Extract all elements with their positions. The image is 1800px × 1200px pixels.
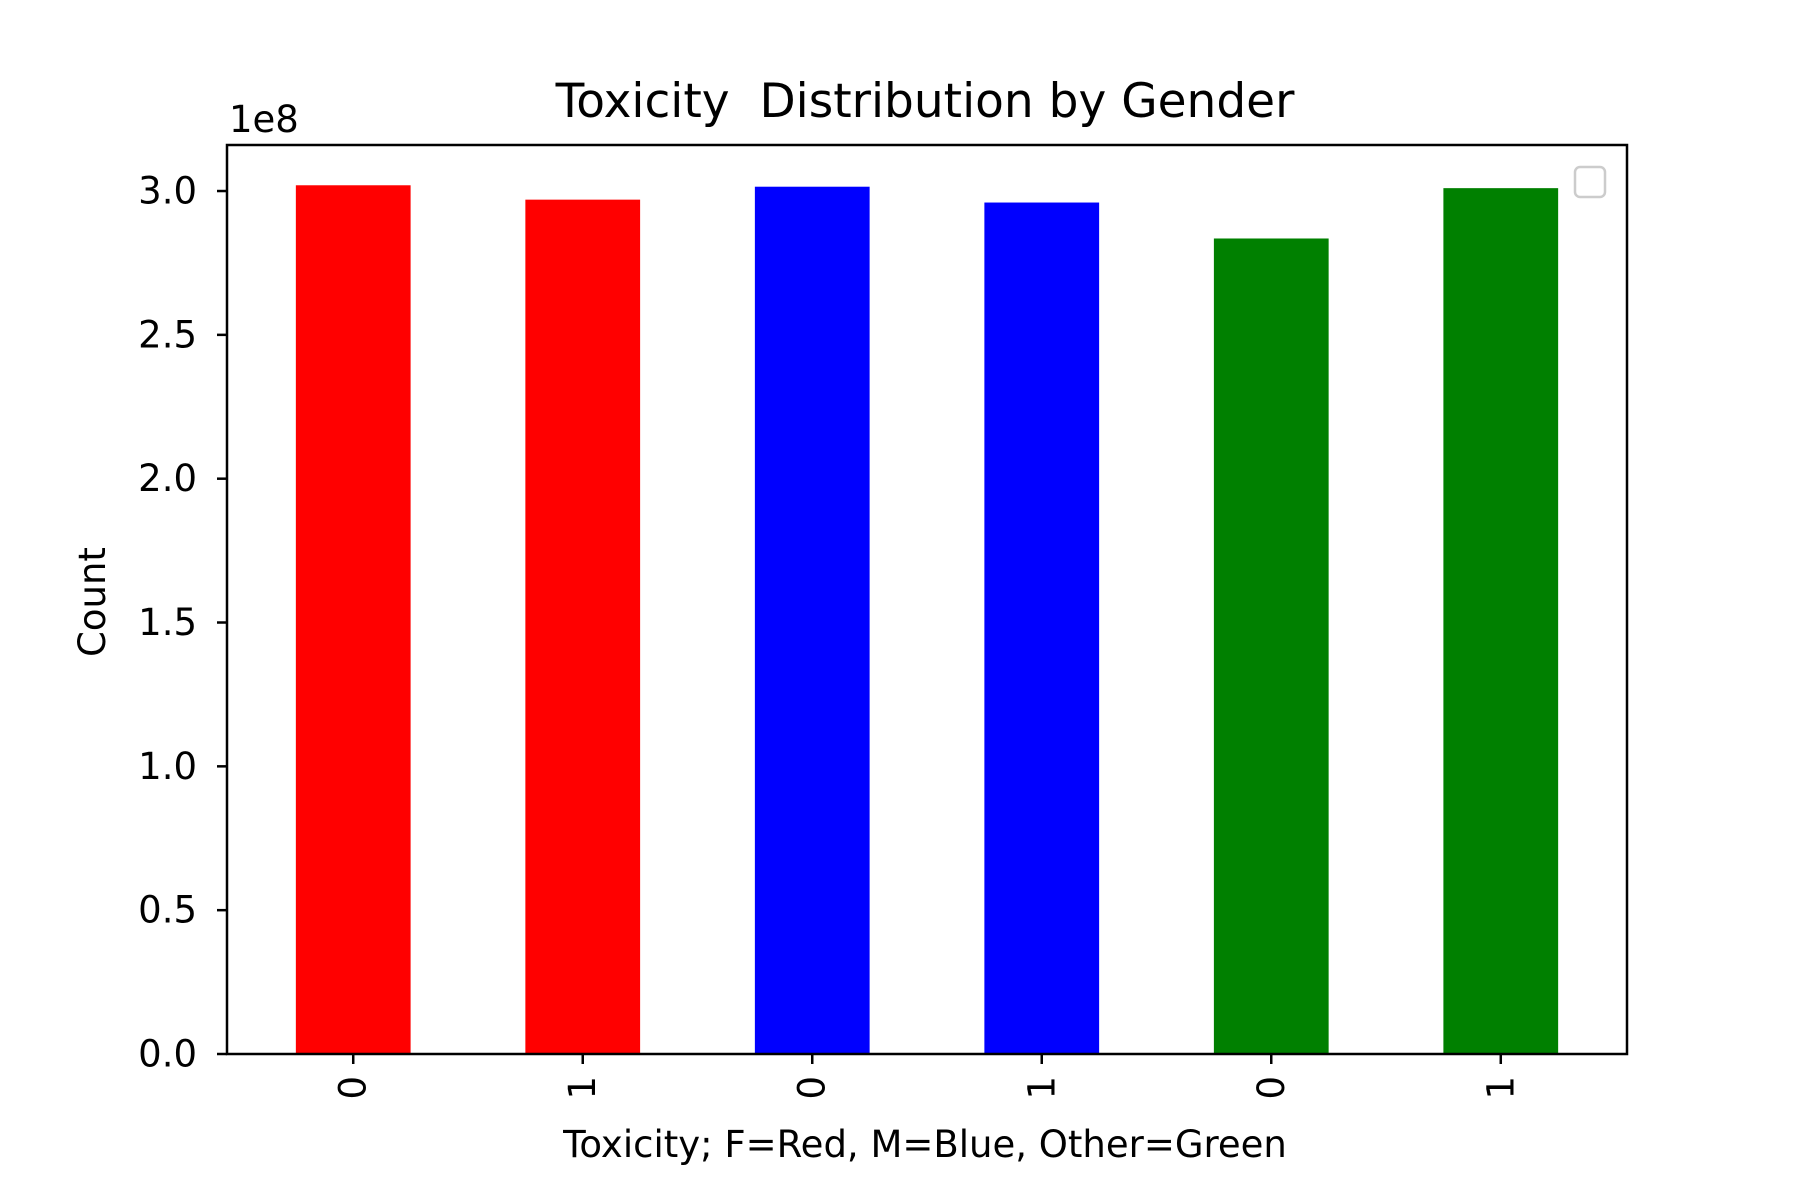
x-tick-label: 0 <box>332 1076 375 1100</box>
chart-title: Toxicity Distribution by Gender <box>555 74 1296 129</box>
x-axis-label: Toxicity; F=Red, M=Blue, Other=Green <box>562 1123 1287 1166</box>
x-tick-label: 1 <box>1020 1076 1063 1100</box>
legend-box <box>1573 165 1607 199</box>
y-axis-multiplier: 1e8 <box>229 98 299 141</box>
bar <box>1213 238 1329 1055</box>
bar <box>984 202 1100 1055</box>
x-tick-label: 1 <box>1479 1076 1522 1100</box>
x-tick-label: 0 <box>791 1076 834 1100</box>
y-tick-label: 2.5 <box>138 313 197 356</box>
bar <box>754 186 870 1054</box>
y-tick-label: 0.5 <box>138 889 197 932</box>
bar <box>525 199 641 1055</box>
plot-frame <box>225 143 1629 1056</box>
x-tick-label: 1 <box>561 1076 604 1100</box>
x-tick-label: 0 <box>1250 1076 1293 1100</box>
y-tick-label: 0.0 <box>138 1033 197 1076</box>
y-tick-label: 3.0 <box>138 170 197 213</box>
y-tick-label: 1.5 <box>138 601 197 644</box>
bar <box>295 185 411 1054</box>
y-axis-label: Count <box>71 547 114 657</box>
y-axis: 0.0 0.5 1.0 1.5 2.0 2.5 3.0 <box>138 170 227 1076</box>
bar <box>1443 188 1559 1054</box>
y-tick-label: 2.0 <box>138 457 197 500</box>
bars-layer <box>295 185 1559 1055</box>
x-axis: 0 1 0 1 0 1 <box>332 1054 1522 1100</box>
y-tick-label: 1.0 <box>138 745 197 788</box>
